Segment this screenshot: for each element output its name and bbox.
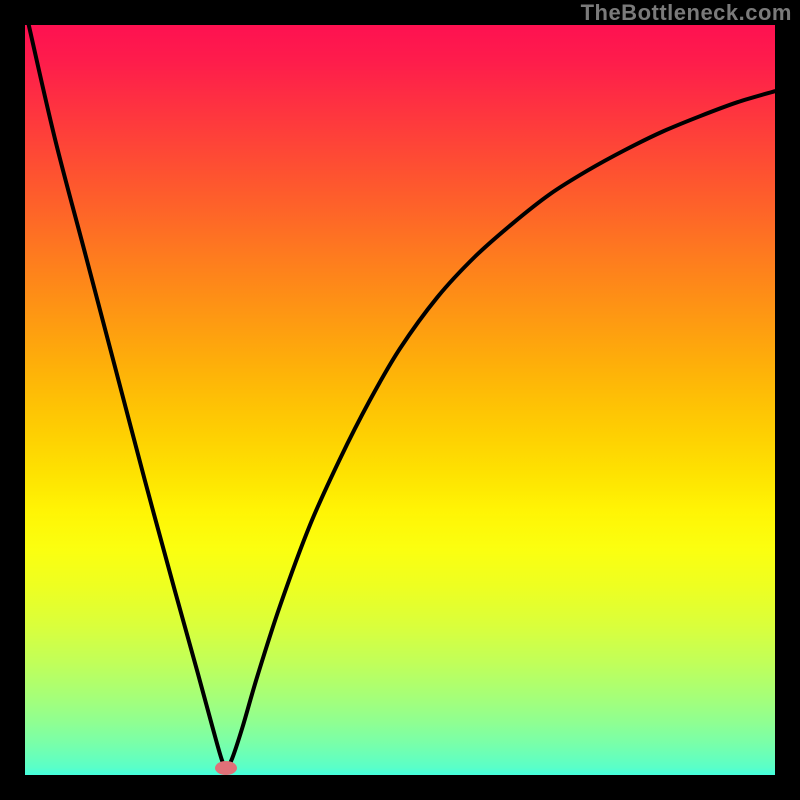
plot-svg	[25, 25, 775, 775]
vertex-marker	[215, 761, 237, 775]
chart-frame: TheBottleneck.com	[0, 0, 800, 800]
watermark-text: TheBottleneck.com	[581, 0, 792, 26]
gradient-background	[25, 25, 775, 775]
plot-area	[25, 25, 775, 775]
